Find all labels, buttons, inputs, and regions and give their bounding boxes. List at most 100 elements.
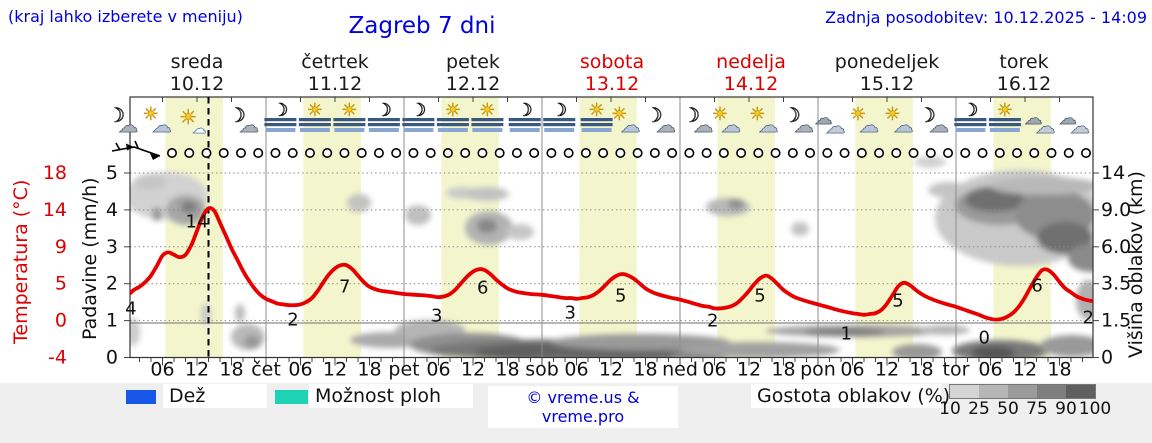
density-scale-tick-label: 10 (939, 399, 961, 419)
density-scale-border (949, 384, 1096, 399)
glyph: ☁ (1070, 114, 1090, 138)
fog-bar (472, 128, 503, 132)
sun-cloud-icon: ☀☁ (712, 104, 742, 138)
hour-tick-label: 06 (426, 359, 450, 381)
moon-fog-icon: ☽ (402, 100, 435, 132)
calm-wind-circle (494, 148, 505, 159)
temperature-point-label: 0 (978, 328, 989, 349)
weather-icon-row: ☽☁ ☀☁ ☀☁☽☁☽ ☀ ☀ ☽ ☽ ☀ ☀ ☽ ☽ ☀ ☀☁ ☽☁ ☽☁☀☁ ☀☁ ☽☁ ☁☁ ☀☁ ☀☁ ☽☁☽ ☀… (107, 100, 1091, 139)
sun-fog-icon: ☀ (333, 100, 366, 132)
day-date: 14.12 (723, 73, 779, 95)
fog-bar (954, 123, 987, 127)
hour-tick-label: 06 (150, 359, 174, 381)
temperature-point-label: 2 (707, 311, 718, 332)
sun-cloud-icon: ☀☁ (884, 104, 914, 138)
fog-bar (299, 128, 330, 132)
calm-wind-circle (701, 148, 712, 159)
precipitation-axis-ticks: 5 4 3 2 1 0 (106, 162, 118, 369)
glyph: ☁ (118, 113, 138, 137)
temperature-tick-label: 0 (55, 310, 67, 332)
cloud-height-tick-label: 3.5 (1101, 273, 1131, 295)
calm-wind-circle (994, 148, 1005, 159)
day-header-sobota: sobota 13.12 (580, 51, 644, 95)
hour-tick-label: 12 (323, 359, 347, 381)
day-name: sreda (170, 51, 224, 73)
cloudy-icon: ☁☁ (1059, 108, 1091, 139)
day-abbrev-label: čet (251, 359, 281, 381)
glyph: ☁ (620, 113, 640, 137)
fog-bar (265, 128, 296, 132)
sun-fog-icon: ☀ (988, 100, 1021, 132)
calm-wind-circle (770, 148, 781, 159)
day-abbrev-label: ned (662, 359, 698, 381)
precipitation-tick-label: 5 (106, 162, 118, 184)
density-scale-cell (1066, 385, 1095, 398)
density-scale-cell (1008, 385, 1037, 398)
day-header-petek: petek 12.12 (446, 51, 500, 95)
temperature-axis-ticks: 18 14 9 5 0 -4 (43, 162, 67, 369)
temperature-curve (130, 206, 1093, 322)
glyph: ☁ (826, 114, 846, 138)
fog-bar (471, 123, 504, 127)
cloud-blob (914, 156, 946, 168)
cloud-blob (134, 174, 166, 190)
glyph: ☽ (376, 100, 392, 121)
moon-fog-icon: ☽ (543, 100, 576, 132)
last-update-timestamp: Zadnja posodobitev: 10.12.2025 - 14:09 (825, 8, 1147, 27)
hour-tick-label: 12 (185, 359, 209, 381)
glyph: ☁ (1035, 114, 1055, 138)
temperature-point-labels: 4 14 2 7 3 6 3 5 2 5 1 5 0 6 2 (125, 212, 1094, 349)
moon-fog-icon: ☽ (367, 100, 400, 132)
density-scale-cell (950, 385, 979, 398)
fog-bar (580, 118, 613, 122)
glyph: ☁ (656, 113, 676, 137)
density-scale-cell (1037, 385, 1066, 398)
hour-tick-label: 12 (737, 359, 761, 381)
cloud-height-axis-ticks: 14 9.0 6.0 3.5 1.5 0 (1101, 162, 1131, 369)
wind-symbol-row (111, 140, 1092, 160)
calm-wind-circle (718, 148, 729, 159)
calm-wind-circle (839, 148, 850, 159)
temperature-point-label: 3 (431, 306, 442, 327)
fog-bar (955, 128, 986, 132)
fog-bar (402, 123, 435, 127)
cloud-blob (506, 224, 534, 240)
copyright-link[interactable]: © vreme.us & vreme.pro (488, 386, 678, 428)
calm-wind-circle (1063, 148, 1074, 159)
day-header-ponedeljek: ponedeljek 15.12 (835, 51, 939, 95)
sun-fog-icon: ☀ (471, 100, 504, 132)
calm-wind-circle (304, 148, 315, 159)
hour-tick-label: 18 (219, 359, 243, 381)
hour-tick-label: 18 (1047, 359, 1071, 381)
cloud-blob (706, 198, 750, 216)
calm-wind-circle (322, 148, 333, 159)
cloud-blob (791, 222, 809, 236)
hour-tick-label: 18 (357, 359, 381, 381)
cloud-blob (244, 335, 260, 349)
fog-bar (334, 128, 365, 132)
fog-bar (508, 123, 541, 127)
fog-bar (264, 118, 297, 122)
fog-bar (368, 128, 399, 132)
glyph: ☁ (815, 108, 833, 129)
precipitation-tick-label: 4 (106, 199, 118, 221)
hour-tick-label: 12 (461, 359, 485, 381)
wind-arrow-barb (134, 140, 139, 149)
sun-small-cloud-icon: ☀☁ (179, 105, 207, 138)
temperature-point-label: 3 (564, 303, 575, 324)
cloud-blob (805, 328, 885, 336)
temperature-point-label: 2 (1083, 308, 1094, 329)
axis-ticks (124, 97, 1099, 366)
precipitation-tick-label: 0 (106, 347, 118, 369)
sun-cloud-icon: ☀☁ (749, 104, 779, 138)
day-name: nedelja (716, 51, 786, 73)
calm-wind-circle (218, 148, 229, 159)
sun-fog-icon: ☀ (298, 100, 331, 132)
calm-wind-circle (1012, 148, 1023, 159)
day-boundary-lines (265, 97, 957, 358)
glyph: ☀ (712, 104, 728, 125)
calm-wind-circle (908, 148, 919, 159)
wind-arrow-head (150, 153, 160, 160)
hour-tick-label: 06 (702, 359, 726, 381)
